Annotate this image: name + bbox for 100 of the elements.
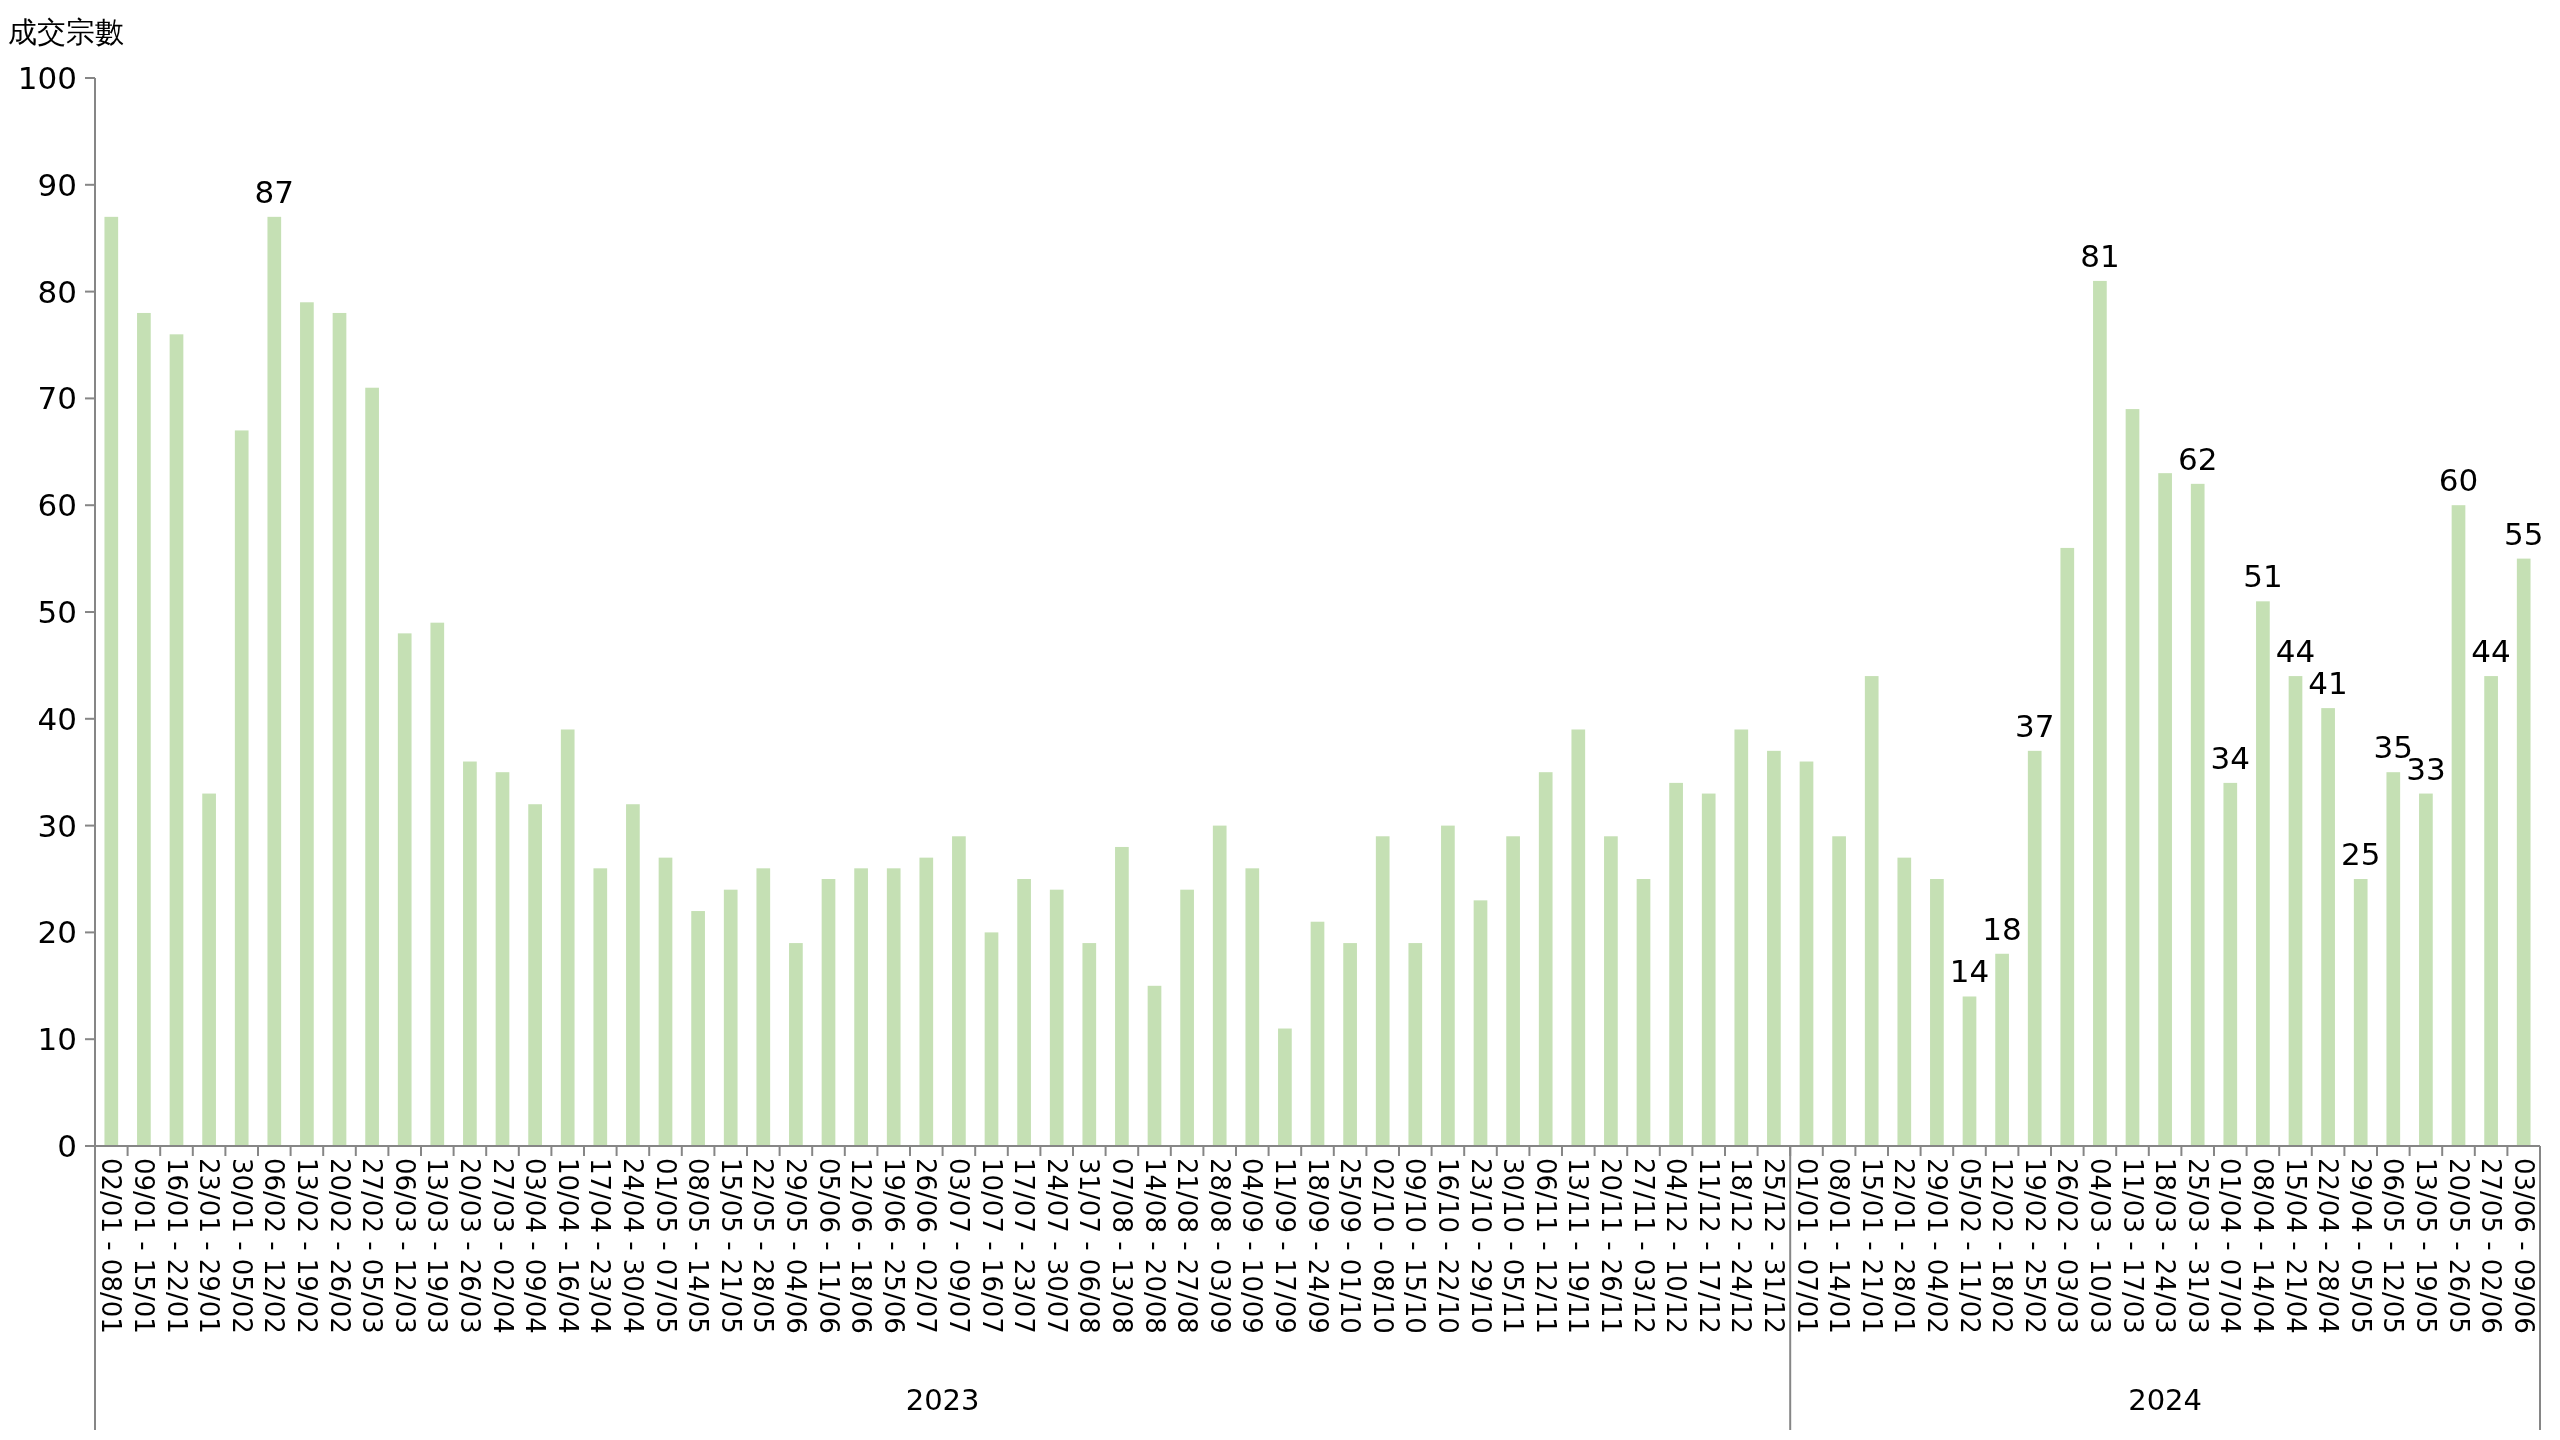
bar (2125, 409, 2140, 1146)
bar (104, 216, 119, 1146)
x-tick-label: 06/11 - 12/11 (1530, 1158, 1561, 1334)
bar (234, 430, 249, 1146)
x-tick-label: 25/09 - 01/10 (1335, 1158, 1366, 1334)
y-tick-label: 20 (37, 914, 77, 951)
x-tick-label: 27/11 - 03/12 (1628, 1158, 1659, 1334)
bar (984, 932, 999, 1146)
bar (1115, 846, 1129, 1146)
bar (2060, 547, 2075, 1146)
x-tick-label: 03/07 - 09/07 (943, 1158, 974, 1334)
bar (2484, 676, 2498, 1146)
bar (1180, 889, 1194, 1146)
x-tick-label: 05/06 - 11/06 (813, 1158, 844, 1334)
data-label: 51 (2243, 558, 2283, 595)
bar (1604, 836, 1618, 1146)
bar (1701, 793, 1716, 1146)
bar (332, 312, 347, 1146)
bar (1310, 921, 1325, 1146)
x-tick-label: 08/04 - 14/04 (2247, 1158, 2278, 1334)
y-tick-label: 80 (37, 273, 77, 310)
bar (267, 216, 282, 1146)
x-tick-label: 26/06 - 02/07 (911, 1158, 942, 1334)
x-tick-label: 30/01 - 05/02 (226, 1158, 257, 1334)
bar (593, 868, 608, 1146)
x-tick-label: 26/02 - 03/03 (2052, 1158, 2083, 1334)
bar (1343, 943, 1357, 1146)
x-tick-label: 06/02 - 12/02 (259, 1158, 290, 1334)
bar (2451, 505, 2466, 1146)
bar (2321, 708, 2335, 1146)
x-tick-label: 27/05 - 02/06 (2476, 1158, 2507, 1334)
x-tick-label: 10/04 - 16/04 (552, 1158, 583, 1334)
y-tick-label: 100 (17, 60, 77, 96)
bar (1930, 879, 1944, 1146)
y-tick-label: 40 (37, 700, 77, 737)
x-tick-label: 06/05 - 12/05 (2378, 1158, 2409, 1334)
bar (1147, 985, 1162, 1146)
x-tick-label: 01/04 - 07/04 (2215, 1158, 2246, 1334)
bar (2223, 782, 2238, 1146)
x-tick-label: 27/02 - 05/03 (357, 1158, 388, 1334)
bar (1734, 729, 1749, 1146)
bar (756, 868, 771, 1146)
bar (658, 857, 673, 1146)
text: 2023 (905, 1383, 980, 1417)
bar (397, 633, 412, 1146)
bar (2093, 280, 2107, 1146)
x-tick-label: 08/01 - 14/01 (1824, 1158, 1855, 1334)
x-tick-label: 22/05 - 28/05 (748, 1158, 779, 1334)
x-tick-label: 02/01 - 08/01 (96, 1158, 127, 1334)
bar (821, 879, 836, 1146)
y-tick-label: 50 (37, 594, 77, 630)
y-axis-title: 成交宗數 (8, 15, 124, 49)
bar (1571, 729, 1586, 1146)
x-tick-label: 10/07 - 16/07 (976, 1158, 1007, 1334)
bar (1017, 879, 1031, 1146)
x-tick-label: 20/11 - 26/11 (1595, 1158, 1626, 1334)
x-tick-label: 30/10 - 05/11 (1498, 1158, 1529, 1334)
bar (1832, 836, 1846, 1146)
data-label: 34 (2210, 739, 2251, 776)
bar (430, 622, 445, 1146)
bar (2516, 558, 2531, 1146)
x-tick-label: 15/05 - 21/05 (715, 1158, 746, 1334)
x-tick-label: 04/03 - 10/03 (2084, 1158, 2115, 1334)
bar (723, 889, 738, 1146)
x-tick-label: 29/04 - 05/05 (2345, 1158, 2376, 1334)
bar (626, 804, 640, 1146)
bar (919, 857, 934, 1146)
x-tick-label: 01/05 - 07/05 (650, 1158, 681, 1334)
bar (1506, 836, 1520, 1146)
bar (1082, 943, 1097, 1146)
bar (1049, 889, 1064, 1146)
bar (1278, 1028, 1292, 1146)
bar (2158, 473, 2172, 1146)
x-tick-label: 27/03 - 02/04 (487, 1158, 518, 1334)
x-tick-label: 05/02 - 11/02 (1954, 1158, 1985, 1334)
y-tick-label: 0 (57, 1128, 77, 1164)
bar (365, 387, 379, 1146)
data-label: 25 (2340, 836, 2381, 872)
data-label: 18 (1982, 910, 2022, 947)
data-label: 55 (2503, 515, 2544, 552)
x-tick-label: 09/01 - 15/01 (128, 1158, 159, 1334)
x-tick-label: 22/04 - 28/04 (2313, 1158, 2344, 1334)
x-tick-label: 29/05 - 04/06 (780, 1158, 811, 1334)
bar (463, 761, 477, 1146)
x-tick-label: 06/03 - 12/03 (389, 1158, 420, 1334)
bar (886, 868, 901, 1146)
x-tick-label: 19/06 - 25/06 (878, 1158, 909, 1334)
bar (789, 943, 803, 1146)
data-label: 81 (2080, 237, 2120, 274)
x-tick-label: 12/02 - 18/02 (1987, 1158, 2018, 1334)
x-tick-label: 20/03 - 26/03 (454, 1158, 485, 1334)
x-tick-label: 24/04 - 30/04 (617, 1158, 648, 1334)
bar (1245, 868, 1260, 1146)
text: 2024 (2128, 1383, 2203, 1417)
x-tick-label: 13/02 - 19/02 (291, 1158, 322, 1334)
bar (1995, 953, 2009, 1146)
bar (528, 804, 542, 1146)
x-tick-label: 14/08 - 20/08 (1139, 1158, 1170, 1334)
x-tick-label: 18/12 - 24/12 (1726, 1158, 1757, 1334)
bar (169, 334, 184, 1146)
